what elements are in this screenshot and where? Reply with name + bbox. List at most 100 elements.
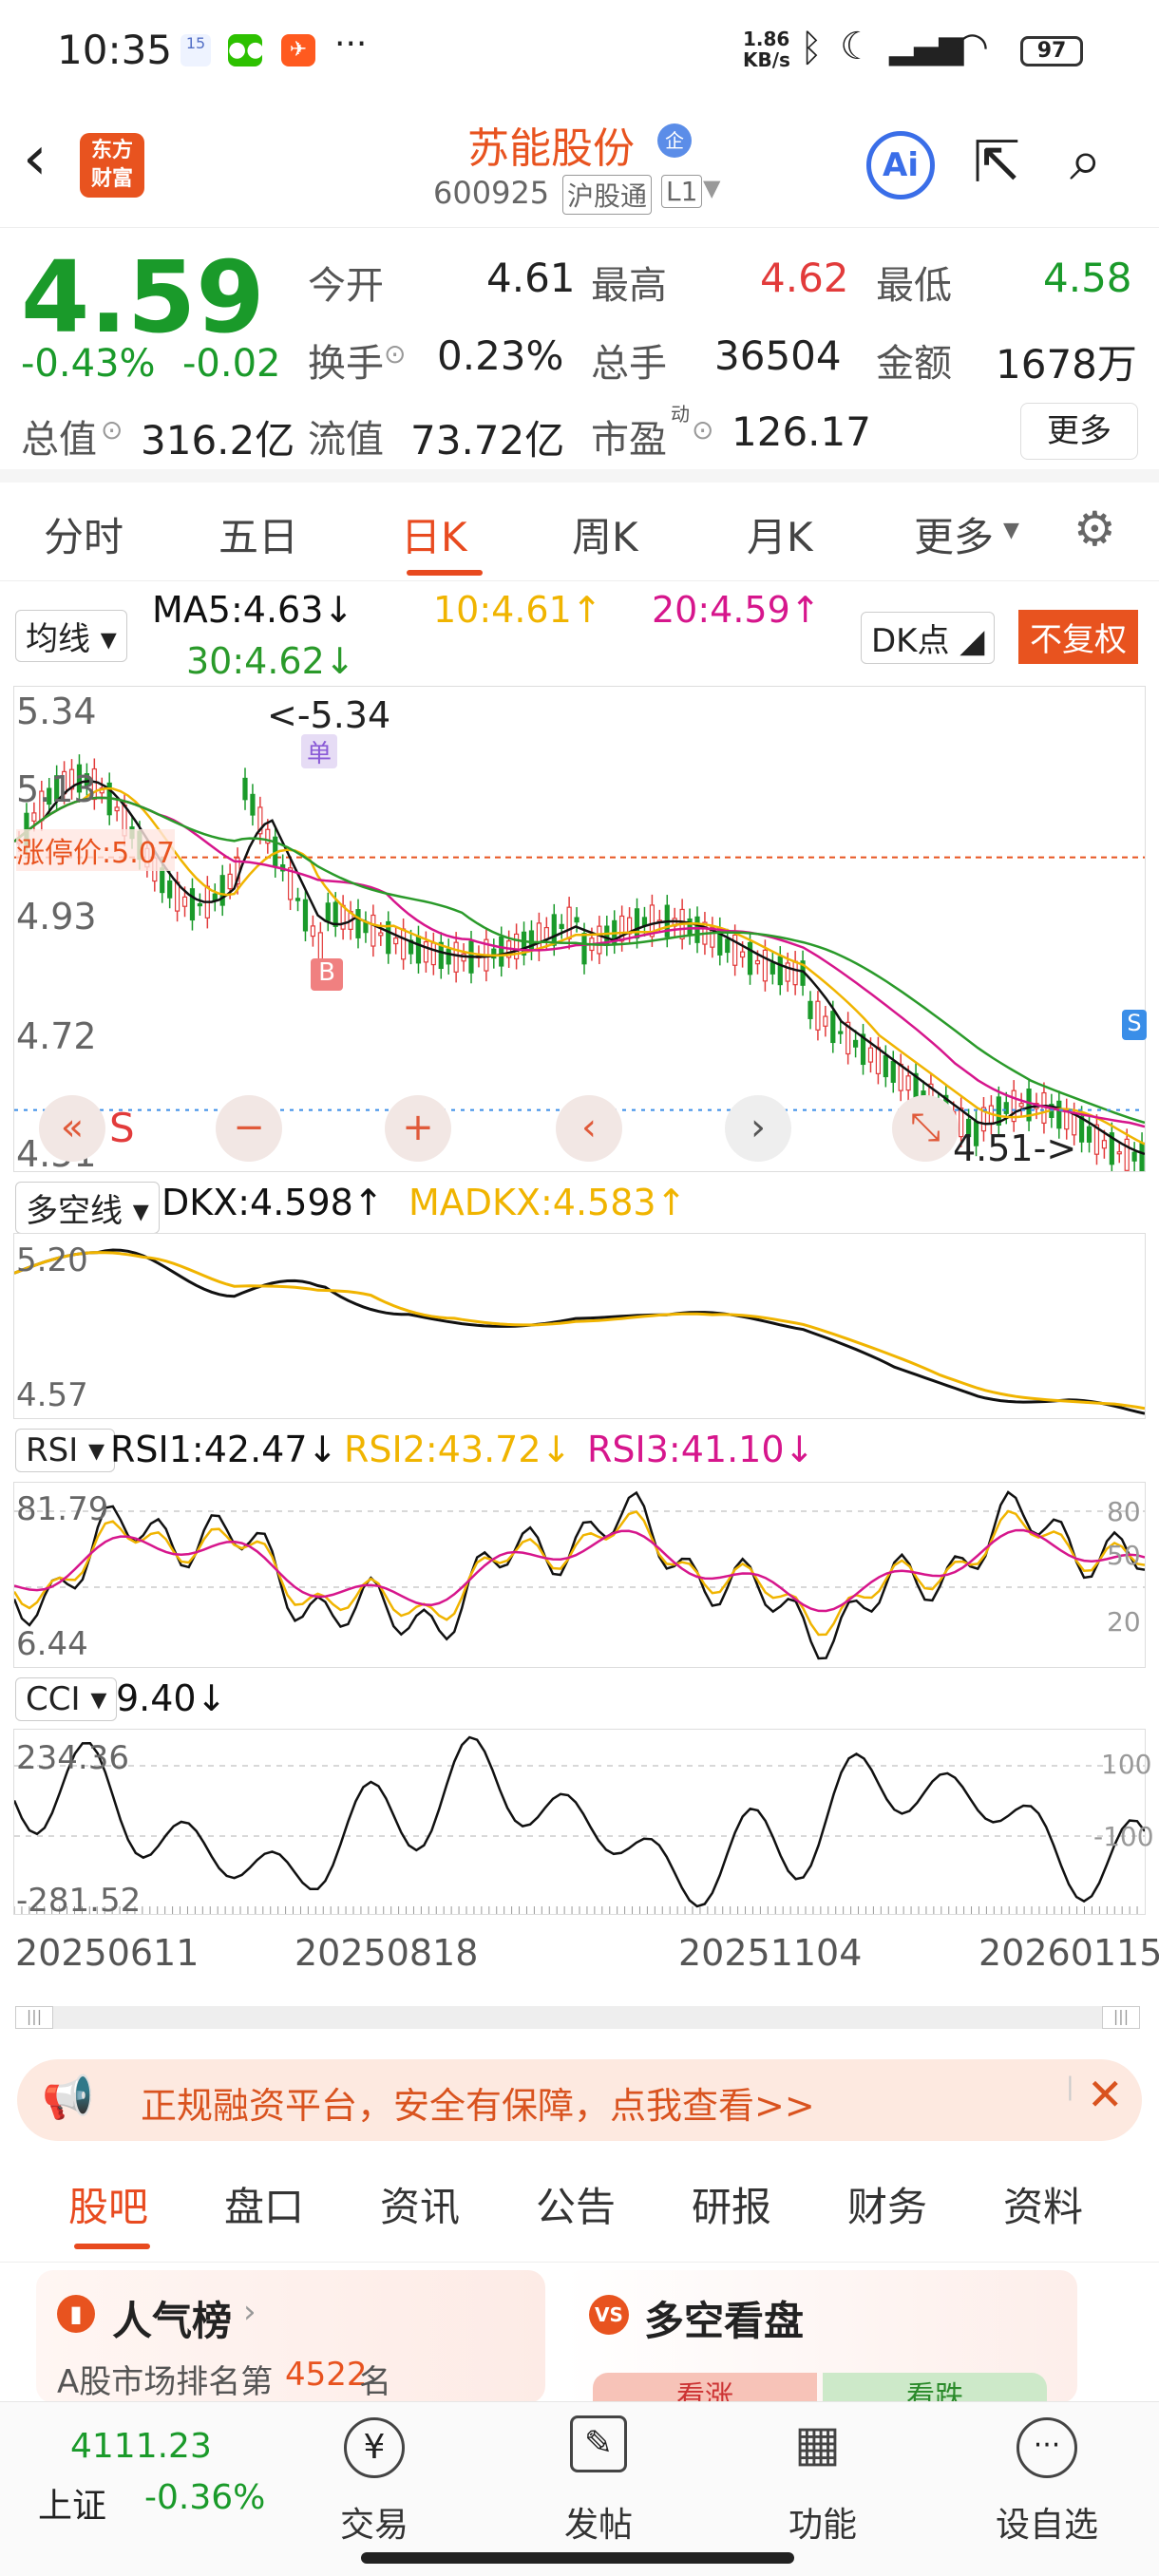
event-marker[interactable]: 单 (301, 734, 337, 768)
zoom-out-button[interactable]: − (216, 1095, 282, 1162)
dk-label: DK点 (871, 622, 950, 660)
candle-body (566, 906, 572, 940)
edit-icon[interactable]: ✎ (570, 2415, 627, 2472)
level-tag[interactable]: L1 (661, 175, 703, 208)
index-name: 上证 (38, 2487, 107, 2526)
y-label-3: 4.93 (16, 896, 97, 938)
adjust-button[interactable]: 不复权 (1018, 610, 1138, 664)
close-icon[interactable]: ✕ (1087, 2069, 1124, 2120)
popularity-card[interactable]: ▮ 人气榜 › A股市场排名第 4522 名 (36, 2270, 545, 2403)
more-button[interactable]: 更多 (1020, 403, 1138, 460)
index-value[interactable]: 4111.23 (70, 2427, 212, 2466)
candle-body (160, 867, 165, 894)
candle-body (890, 1060, 896, 1083)
ad-banner[interactable]: 📢 正规融资平台，安全有保障，点我查看>> | ✕ (17, 2059, 1142, 2141)
tab-finance[interactable]: 财务 (847, 2184, 928, 2230)
bottom-nav: 4111.23 上证 -0.36% ¥ 交易 ✎ 发帖 ▦ 功能 ··· 设自选 (0, 2401, 1159, 2576)
dk-point-button[interactable]: DK点 ◢ (861, 612, 996, 664)
tab-more[interactable]: 更多 (914, 514, 995, 560)
high-value: 4.62 (760, 255, 849, 301)
rsi3-line (14, 1528, 1145, 1613)
clock: 10:35 (57, 27, 173, 73)
cci-chart[interactable]: 234.36 -281.52 100 -100 (13, 1729, 1154, 1920)
tab-orderbook[interactable]: 盘口 (224, 2184, 305, 2230)
cci-svg (14, 1735, 1145, 1914)
open-label: 今开 (308, 264, 384, 308)
ai-button[interactable]: Ai (866, 131, 935, 199)
tab-daily-k[interactable]: 日K (401, 514, 467, 560)
cci-select[interactable]: CCI ▾ (15, 1677, 118, 1721)
kline-chart[interactable]: 5.34 5.13 4.93 4.72 4.51 涨停价:5.07 <-5.34… (13, 686, 1147, 1175)
tab-research[interactable]: 研报 (692, 2184, 772, 2230)
rank-text: A股市场排名第 (57, 2363, 274, 2401)
bear-button[interactable]: 看跌 (823, 2373, 1047, 2414)
sentiment-card[interactable]: VS 多空看盘 看涨 看跌 (564, 2270, 1077, 2414)
battery-icon: 97 (1020, 36, 1083, 66)
tab-forum[interactable]: 股吧 (68, 2184, 149, 2230)
enterprise-badge[interactable]: 企 (657, 123, 692, 158)
trade-label[interactable]: 交易 (340, 2506, 409, 2545)
popularity-title: 人气榜 (112, 2298, 233, 2344)
dkx-chart[interactable]: 5.20 4.57 (13, 1233, 1146, 1419)
tab-weekly-k[interactable]: 周K (572, 514, 638, 560)
candle-body (852, 1039, 859, 1048)
y-label-top: 5.34 (16, 691, 97, 732)
tab-announcements[interactable]: 公告 (536, 2184, 617, 2230)
grid-icon[interactable]: ▦ (794, 2415, 842, 2472)
wifi-icon: ◠ (956, 25, 989, 68)
scroll-left-button[interactable]: ‹ (556, 1095, 622, 1162)
y-label-4: 4.72 (16, 1015, 97, 1057)
buy-marker[interactable]: B (311, 958, 343, 991)
bluetooth-icon: ᛒ (800, 27, 823, 70)
info-icon[interactable]: ⊙ (692, 414, 714, 445)
dkx-line (14, 1248, 1145, 1415)
signal-icon: ▂▄▆ (889, 28, 964, 66)
scroll-left-fast-button[interactable]: « (39, 1095, 105, 1162)
rsi1-line (14, 1490, 1145, 1660)
tab-five-day[interactable]: 五日 (218, 514, 299, 560)
chevron-down-icon[interactable]: ▼ (703, 175, 721, 201)
indicator-select[interactable]: 均线 ▾ (15, 610, 127, 662)
candle-body (559, 923, 564, 930)
chart-scrollbar[interactable]: ||| ||| (15, 2006, 1140, 2029)
yuan-icon[interactable]: ¥ (344, 2417, 405, 2478)
candle-body (47, 787, 52, 805)
zoom-in-button[interactable]: + (385, 1095, 451, 1162)
stock-header: ‹ 东方 财富 苏能股份 企 600925 沪股通 L1 ▼ Ai ⇱ ⌕ (0, 104, 1159, 228)
candle-body (302, 899, 309, 932)
gear-icon[interactable]: ⚙ (1074, 502, 1116, 557)
more-dots-icon[interactable]: ··· (1016, 2417, 1077, 2478)
candle-body (1124, 1138, 1130, 1171)
scroll-right-button[interactable]: › (725, 1095, 791, 1162)
info-icon[interactable]: ⊙ (384, 338, 407, 369)
candle-body (1003, 1102, 1009, 1114)
chevron-down-icon[interactable]: ▼ (1003, 519, 1019, 542)
info-icon[interactable]: ⊙ (101, 414, 124, 445)
tab-minute[interactable]: 分时 (44, 514, 124, 560)
rsi-chart[interactable]: 81.79 6.44 80 50 20 (13, 1482, 1146, 1668)
sell-marker-blue[interactable]: S (1122, 1010, 1147, 1040)
candle-body (770, 962, 775, 975)
scroll-handle-left[interactable]: ||| (15, 2006, 53, 2029)
tab-indicator (74, 2244, 150, 2249)
watchlist-label[interactable]: 设自选 (996, 2506, 1099, 2545)
app-logo[interactable]: 东方 财富 (80, 133, 144, 198)
search-icon[interactable]: ⌕ (1070, 127, 1102, 194)
tab-monthly-k[interactable]: 月K (747, 514, 813, 560)
tab-profile[interactable]: 资料 (1003, 2184, 1084, 2230)
ma10-label: 10:4.61↑ (433, 589, 602, 631)
share-icon[interactable]: ⇱ (973, 129, 1021, 196)
rsi-select[interactable]: RSI ▾ (15, 1429, 116, 1472)
tab-news[interactable]: 资讯 (380, 2184, 461, 2230)
candle-body (626, 917, 633, 935)
bull-button[interactable]: 看涨 (593, 2373, 817, 2414)
post-label[interactable]: 发帖 (564, 2506, 634, 2545)
dkx-select[interactable]: 多空线 ▾ (15, 1182, 160, 1234)
fullscreen-button[interactable]: ⤡ (892, 1095, 959, 1162)
scroll-handle-right[interactable]: ||| (1102, 2006, 1140, 2029)
candle-body (446, 948, 451, 965)
function-label[interactable]: 功能 (788, 2506, 858, 2545)
back-icon[interactable]: ‹ (23, 123, 48, 194)
candle-body (823, 1015, 828, 1027)
moon-icon: ☾ (840, 25, 874, 68)
